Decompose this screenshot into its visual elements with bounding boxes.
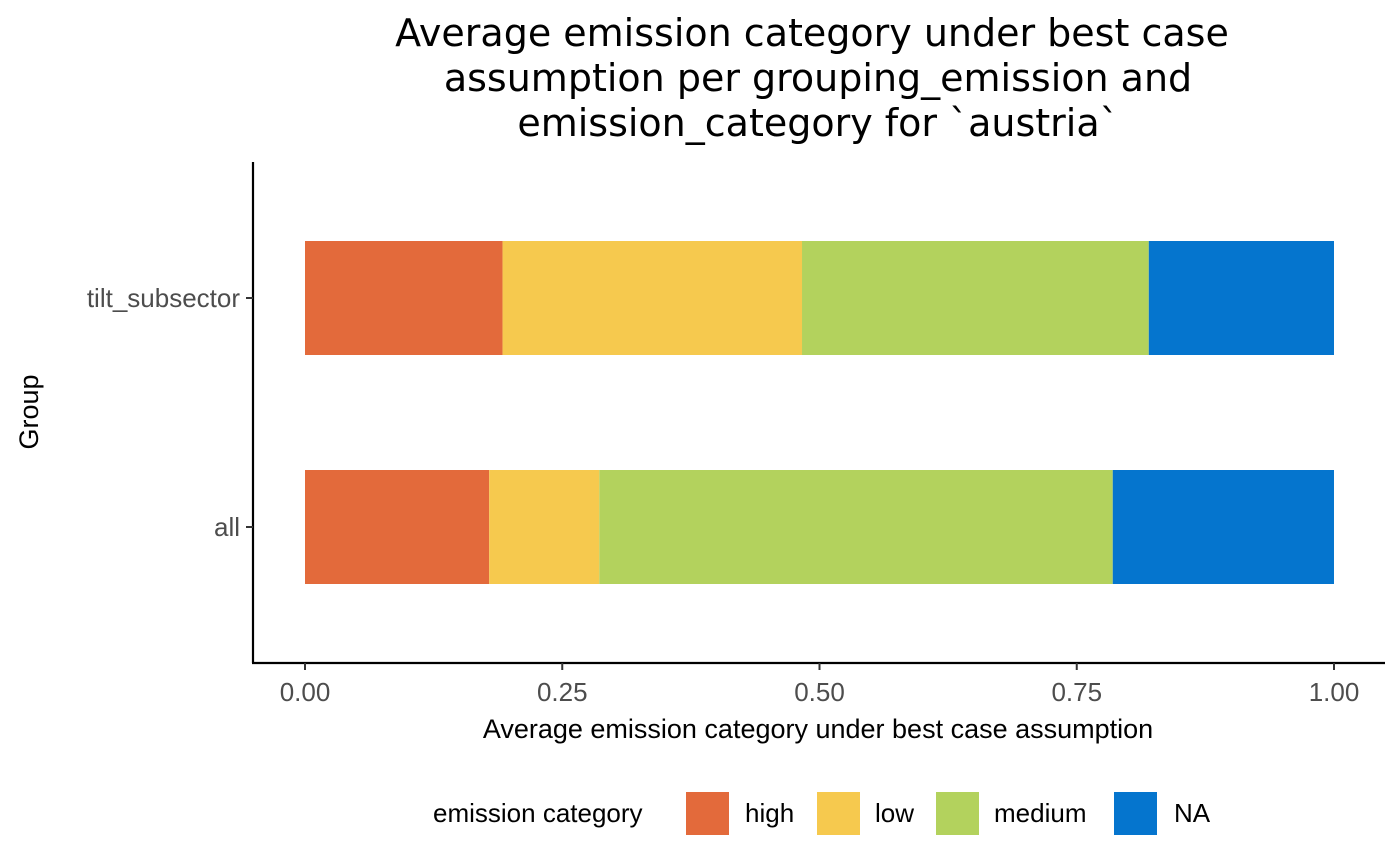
y-axis-title: Group bbox=[14, 374, 44, 449]
bar-tilt_subsector-medium bbox=[802, 241, 1149, 355]
legend-label-low: low bbox=[875, 798, 914, 828]
bar-all-low bbox=[489, 470, 600, 584]
bar-all-medium bbox=[599, 470, 1113, 584]
legend-label-medium: medium bbox=[994, 798, 1086, 828]
legend-key-high bbox=[686, 792, 729, 835]
y-tick-label-tilt_subsector: tilt_subsector bbox=[87, 283, 241, 313]
x-tick-label-1: 0.25 bbox=[537, 677, 588, 707]
legend-key-medium bbox=[936, 792, 979, 835]
x-tick-label-0: 0.00 bbox=[280, 677, 331, 707]
x-tick-label-3: 0.75 bbox=[1051, 677, 1102, 707]
title-line-3: emission_category for `austria` bbox=[517, 101, 1118, 145]
legend: emission category high low medium NA bbox=[433, 792, 1211, 835]
legend-title: emission category bbox=[433, 798, 643, 828]
bar-tilt_subsector-low bbox=[502, 241, 803, 355]
bar-tilt_subsector-na bbox=[1148, 241, 1334, 355]
bar-all-na bbox=[1112, 470, 1334, 584]
title-line-2: assumption per grouping_emission and bbox=[444, 56, 1192, 100]
bar-tilt_subsector-high bbox=[305, 241, 503, 355]
chart-title: Average emission category under best cas… bbox=[395, 11, 1229, 145]
x-tick-label-2: 0.50 bbox=[794, 677, 845, 707]
bar-all-high bbox=[305, 470, 490, 584]
x-axis-title: Average emission category under best cas… bbox=[483, 714, 1153, 744]
legend-label-na: NA bbox=[1174, 798, 1211, 828]
x-tick-label-4: 1.00 bbox=[1309, 677, 1360, 707]
y-tick-label-all: all bbox=[214, 512, 240, 542]
legend-key-na bbox=[1114, 792, 1157, 835]
legend-label-high: high bbox=[745, 798, 794, 828]
title-line-1: Average emission category under best cas… bbox=[395, 11, 1229, 55]
bars-layer bbox=[305, 241, 1334, 584]
legend-key-low bbox=[817, 792, 860, 835]
